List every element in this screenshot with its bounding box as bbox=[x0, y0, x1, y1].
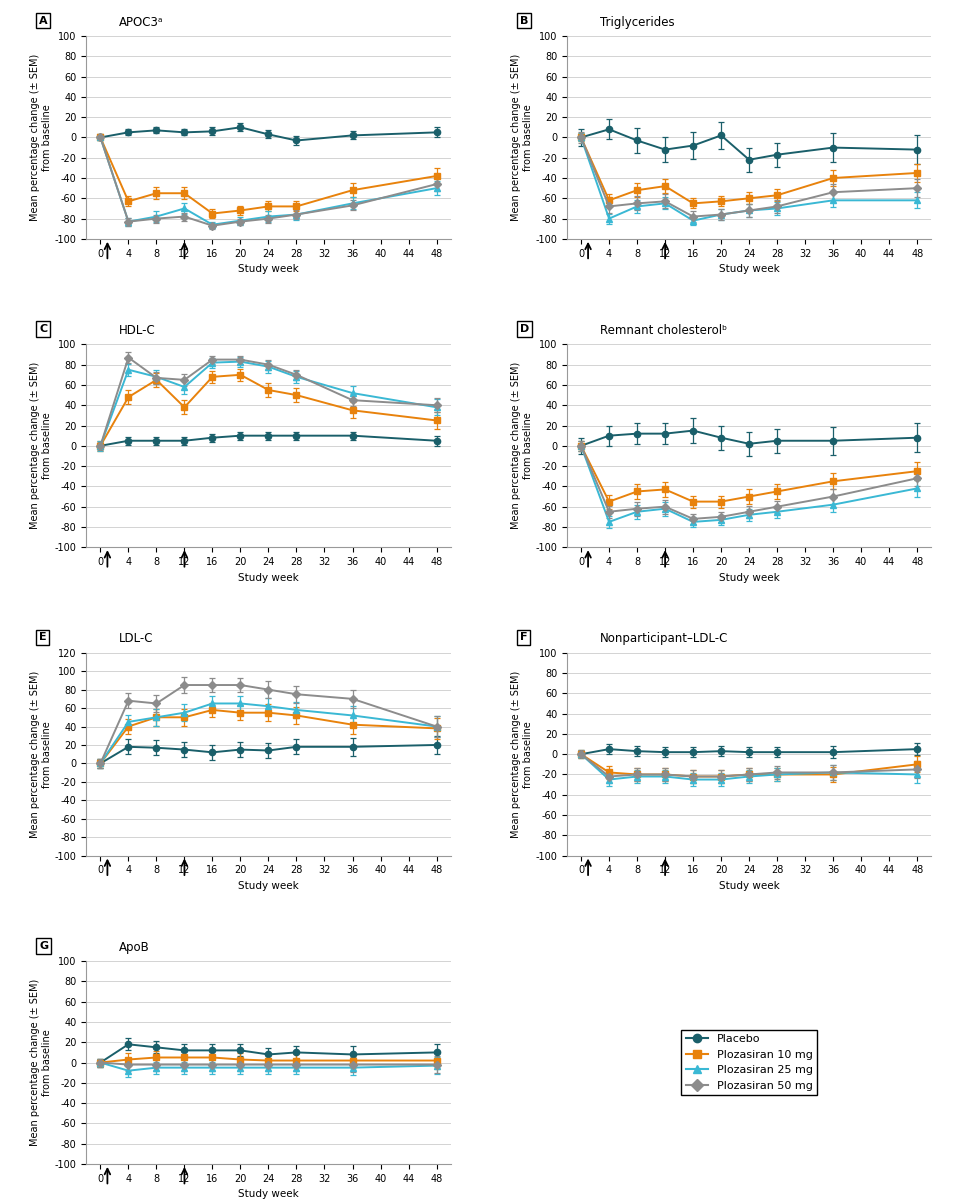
X-axis label: Study week: Study week bbox=[238, 1189, 299, 1199]
Legend: Placebo, Plozasiran 10 mg, Plozasiran 25 mg, Plozasiran 50 mg: Placebo, Plozasiran 10 mg, Plozasiran 25… bbox=[682, 1030, 817, 1096]
Y-axis label: Mean percentage change (± SEM)
from baseline: Mean percentage change (± SEM) from base… bbox=[31, 671, 52, 838]
X-axis label: Study week: Study week bbox=[238, 264, 299, 274]
Text: Triglycerides: Triglycerides bbox=[600, 16, 675, 29]
Y-axis label: Mean percentage change (± SEM)
from baseline: Mean percentage change (± SEM) from base… bbox=[511, 54, 533, 221]
Y-axis label: Mean percentage change (± SEM)
from baseline: Mean percentage change (± SEM) from base… bbox=[31, 979, 52, 1146]
Text: E: E bbox=[39, 632, 47, 642]
X-axis label: Study week: Study week bbox=[238, 572, 299, 582]
X-axis label: Study week: Study week bbox=[238, 881, 299, 890]
Text: G: G bbox=[39, 941, 48, 950]
Text: APOC3ᵃ: APOC3ᵃ bbox=[119, 16, 163, 29]
Text: D: D bbox=[519, 324, 529, 334]
Text: Nonparticipant–LDL-C: Nonparticipant–LDL-C bbox=[600, 632, 729, 646]
Y-axis label: Mean percentage change (± SEM)
from baseline: Mean percentage change (± SEM) from base… bbox=[511, 671, 533, 838]
Text: A: A bbox=[39, 16, 48, 25]
X-axis label: Study week: Study week bbox=[719, 572, 780, 582]
X-axis label: Study week: Study week bbox=[719, 264, 780, 274]
X-axis label: Study week: Study week bbox=[719, 881, 780, 890]
Text: F: F bbox=[519, 632, 527, 642]
Y-axis label: Mean percentage change (± SEM)
from baseline: Mean percentage change (± SEM) from base… bbox=[511, 362, 533, 529]
Text: B: B bbox=[519, 16, 528, 25]
Text: Remnant cholesterolᵇ: Remnant cholesterolᵇ bbox=[600, 324, 727, 337]
Text: HDL-C: HDL-C bbox=[119, 324, 156, 337]
Text: ApoB: ApoB bbox=[119, 941, 150, 954]
Y-axis label: Mean percentage change (± SEM)
from baseline: Mean percentage change (± SEM) from base… bbox=[31, 54, 52, 221]
Text: C: C bbox=[39, 324, 47, 334]
Y-axis label: Mean percentage change (± SEM)
from baseline: Mean percentage change (± SEM) from base… bbox=[31, 362, 52, 529]
Text: LDL-C: LDL-C bbox=[119, 632, 154, 646]
